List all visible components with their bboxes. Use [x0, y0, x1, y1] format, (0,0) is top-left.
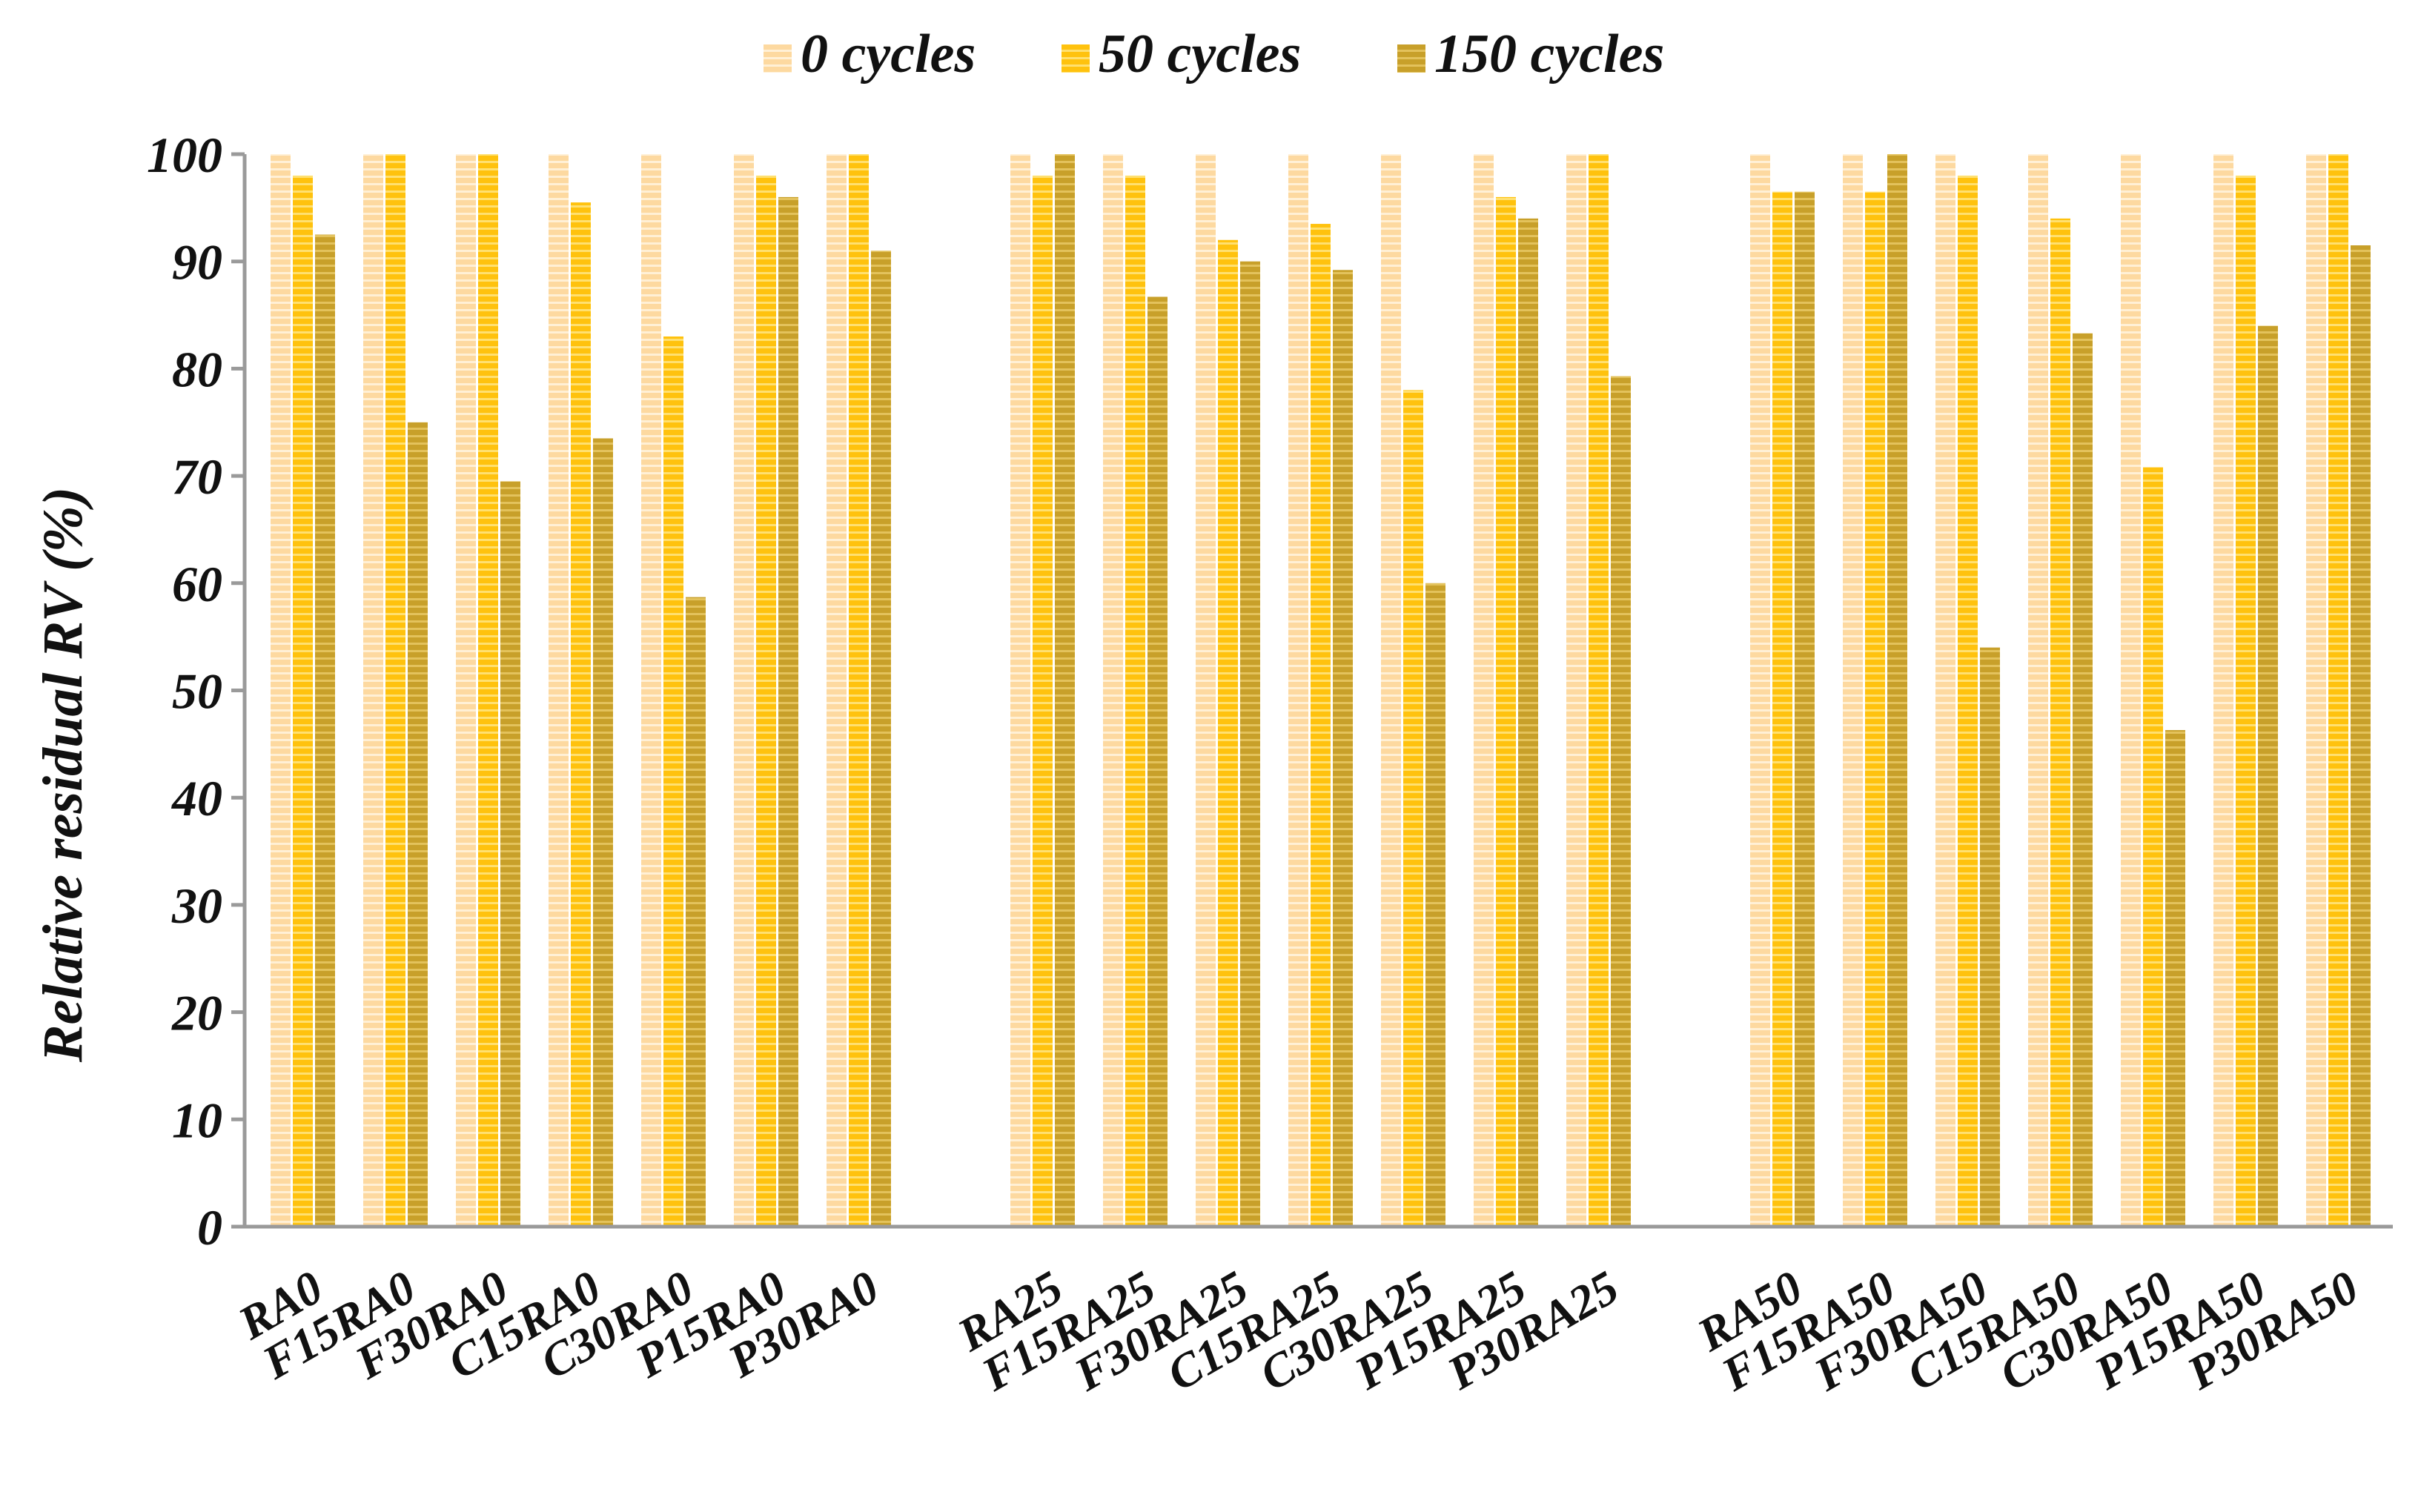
bar-RA0-50-cycles — [293, 175, 313, 1227]
bar-C30RA0-0-cycles — [641, 154, 661, 1227]
bar-F15RA50-0-cycles — [1843, 154, 1863, 1227]
bar-RA50-50-cycles — [1772, 191, 1792, 1227]
bar-RA50-150-cycles — [1795, 191, 1815, 1227]
legend-label: 50 cycles — [1099, 24, 1301, 84]
bar-F30RA50-50-cycles — [1958, 175, 1978, 1227]
bar-F15RA50-50-cycles — [1865, 191, 1885, 1227]
bar-P15RA0-150-cycles — [778, 196, 798, 1227]
bar-F30RA25-150-cycles — [1240, 261, 1260, 1227]
bar-P15RA0-0-cycles — [734, 154, 754, 1227]
bar-C15RA25-50-cycles — [1311, 224, 1331, 1227]
bar-RA0-0-cycles — [271, 154, 291, 1227]
legend: 0 cycles 50 cycles 150 cycles — [764, 24, 1664, 84]
bar-P30RA50-150-cycles — [2351, 245, 2371, 1227]
bar-C15RA50-150-cycles — [2073, 333, 2093, 1227]
bar-P30RA0-50-cycles — [849, 154, 869, 1227]
bar-RA25-50-cycles — [1033, 175, 1053, 1227]
bar-P15RA50-50-cycles — [2236, 175, 2256, 1227]
bar-P30RA25-50-cycles — [1589, 154, 1609, 1227]
bars — [271, 154, 2371, 1227]
y-tick-label: 100 — [147, 127, 222, 183]
legend-swatch-50-cycles — [1062, 44, 1090, 73]
bar-C30RA50-150-cycles — [2165, 730, 2185, 1227]
bar-P30RA50-50-cycles — [2328, 154, 2348, 1227]
bar-C15RA50-50-cycles — [2050, 218, 2070, 1227]
y-axis: 0 10 20 30 40 50 60 70 80 90 100 — [147, 127, 247, 1256]
bar-C30RA25-0-cycles — [1381, 154, 1401, 1227]
bar-C30RA0-150-cycles — [686, 597, 706, 1227]
y-tick-label: 10 — [172, 1092, 222, 1148]
y-tick-label: 0 — [197, 1199, 222, 1256]
y-tick-label: 30 — [171, 878, 222, 934]
y-tick-label: 20 — [171, 985, 222, 1041]
bar-F30RA25-50-cycles — [1218, 239, 1238, 1227]
bar-F15RA25-50-cycles — [1125, 175, 1145, 1227]
bar-RA0-150-cycles — [315, 234, 335, 1227]
bar-P30RA0-0-cycles — [827, 154, 847, 1227]
bar-P30RA0-150-cycles — [871, 251, 891, 1227]
bar-F30RA0-0-cycles — [456, 154, 476, 1227]
bar-P30RA50-0-cycles — [2306, 154, 2326, 1227]
bar-F15RA0-150-cycles — [408, 422, 428, 1227]
bar-F15RA50-150-cycles — [1887, 154, 1907, 1227]
bar-F15RA0-50-cycles — [385, 154, 405, 1227]
bar-P15RA25-50-cycles — [1496, 196, 1516, 1227]
bar-C15RA0-50-cycles — [571, 202, 591, 1227]
bar-C30RA25-150-cycles — [1425, 583, 1445, 1227]
bar-F30RA50-0-cycles — [1935, 154, 1955, 1227]
bar-P15RA50-150-cycles — [2258, 325, 2278, 1227]
y-tick-label: 90 — [172, 234, 222, 291]
bar-C30RA50-50-cycles — [2143, 467, 2163, 1227]
bar-C15RA0-150-cycles — [593, 438, 613, 1227]
bar-RA25-0-cycles — [1010, 154, 1030, 1227]
bar-F30RA50-150-cycles — [1980, 647, 2000, 1227]
bar-F15RA25-0-cycles — [1103, 154, 1123, 1227]
bar-C15RA25-0-cycles — [1288, 154, 1308, 1227]
legend-label: 150 cycles — [1434, 24, 1664, 84]
bar-C30RA50-0-cycles — [2121, 154, 2141, 1227]
bar-C30RA0-50-cycles — [663, 336, 683, 1227]
bar-P30RA25-150-cycles — [1611, 376, 1631, 1227]
y-tick-label: 70 — [172, 448, 222, 505]
bar-P15RA50-0-cycles — [2213, 154, 2233, 1227]
y-axis-title: Relative residual RV (%) — [32, 487, 94, 1063]
bar-C15RA0-0-cycles — [549, 154, 569, 1227]
legend-swatch-0-cycles — [764, 44, 792, 73]
y-tick-label: 40 — [170, 770, 222, 826]
bar-F15RA25-150-cycles — [1147, 296, 1168, 1227]
y-tick-label: 80 — [172, 341, 222, 397]
bar-P30RA25-0-cycles — [1566, 154, 1586, 1227]
legend-swatch-150-cycles — [1397, 44, 1425, 73]
bar-C30RA25-50-cycles — [1403, 390, 1423, 1227]
bar-C15RA50-0-cycles — [2028, 154, 2048, 1227]
bar-C15RA25-150-cycles — [1333, 270, 1353, 1227]
bar-F30RA0-50-cycles — [478, 154, 498, 1227]
bar-F30RA0-150-cycles — [500, 481, 520, 1227]
bar-P15RA25-150-cycles — [1518, 218, 1538, 1227]
bar-RA25-150-cycles — [1055, 154, 1075, 1227]
y-tick-label: 60 — [172, 556, 222, 612]
y-tick-label: 50 — [172, 663, 222, 720]
legend-label: 0 cycles — [801, 24, 976, 84]
bar-P15RA25-0-cycles — [1474, 154, 1494, 1227]
bar-RA50-0-cycles — [1750, 154, 1770, 1227]
bar-P15RA0-50-cycles — [756, 175, 776, 1227]
bar-F15RA0-0-cycles — [363, 154, 383, 1227]
bar-F30RA25-0-cycles — [1196, 154, 1216, 1227]
